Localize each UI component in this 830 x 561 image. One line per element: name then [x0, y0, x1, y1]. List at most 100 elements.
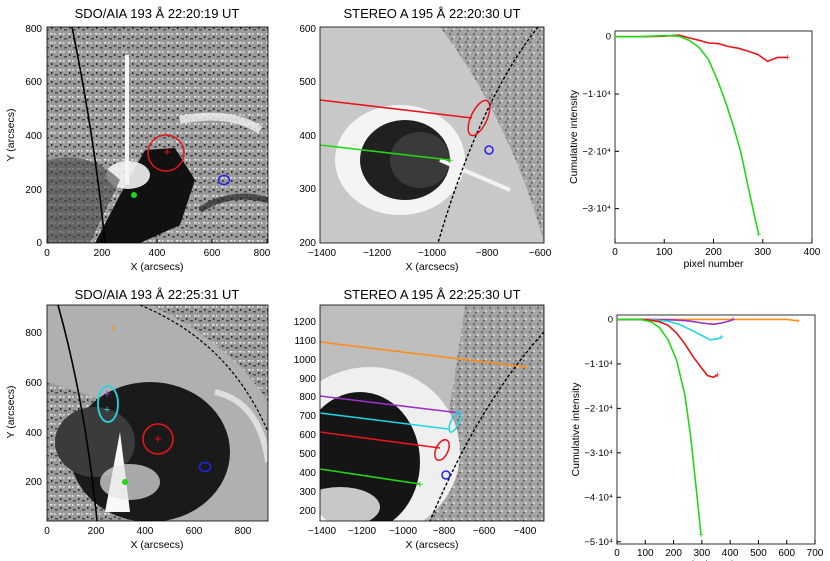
- y-axis-label: Y (arcsecs): [5, 109, 17, 162]
- y-tick: 300: [299, 184, 316, 195]
- blue-contour: [484, 145, 494, 155]
- y-tick: 800: [25, 328, 42, 339]
- plot-frame: [614, 30, 813, 244]
- x-tick: 0: [44, 526, 50, 537]
- series-end-marker-green: +: [698, 530, 703, 540]
- x-tick: 600: [186, 526, 203, 537]
- stereo-image: [320, 27, 544, 243]
- y-tick-label: −1·10⁴: [584, 359, 613, 370]
- x-axis-label: pixel number: [683, 258, 744, 270]
- aia-panel-bottom: SDO/AIA 193 Å 22:25:31 UT + + + + 0 200 …: [5, 287, 269, 551]
- y-tick: 400: [299, 468, 316, 479]
- x-tick-label: 300: [754, 247, 771, 258]
- x-tick: −1200: [363, 248, 392, 259]
- x-tick: 0: [44, 248, 50, 259]
- y-tick: 600: [25, 77, 42, 88]
- cyan-plus-marker: +: [104, 404, 110, 416]
- panel-title: STEREO A 195 Å 22:20:30 UT: [343, 6, 520, 21]
- cumulative-intensity-chart-top: 0 100 200 300 400 0 −1·10⁴ −2·10⁴ −3·10⁴ pixel nu…: [570, 30, 821, 270]
- cumulative-intensity-chart-bottom: 0 100 200 300 400 500 600 700 0 −1·10⁴ −2·10⁴ −3·10…: [570, 314, 824, 561]
- y-axis: 200 300 400 500 600 700 800 900 1000 110…: [294, 317, 317, 517]
- red-contour: [147, 134, 185, 172]
- y-tick: 600: [25, 378, 42, 389]
- x-tick: −800: [476, 248, 499, 259]
- orange-projection-line: [319, 341, 527, 368]
- x-tick: 400: [137, 526, 154, 537]
- x-tick-label: 0: [614, 548, 620, 559]
- y-tick: 800: [25, 24, 42, 35]
- x-axis-label: pixel number: [686, 559, 747, 561]
- purple-projection-line: [319, 395, 461, 414]
- x-tick: −1400: [308, 248, 337, 259]
- x-axis-label: X (arcsecs): [130, 261, 183, 273]
- cyan-contour: [97, 385, 119, 423]
- x-tick-label: 500: [750, 548, 767, 559]
- y-tick-label: −1·10⁴: [582, 89, 611, 100]
- y-tick-label: −3·10⁴: [582, 204, 611, 215]
- blue-contour: [198, 461, 212, 473]
- x-tick: 200: [88, 526, 105, 537]
- y-axis: 200 300 400 500 600: [299, 24, 316, 249]
- blue-contour: [217, 174, 231, 186]
- x-tick: −1200: [348, 526, 377, 537]
- series-line-green: [617, 318, 702, 536]
- solar-limb: [71, 26, 106, 244]
- cyan-contour: [448, 411, 462, 433]
- x-tick-label: 700: [807, 548, 824, 559]
- y-tick: 800: [299, 392, 316, 403]
- x-axis-label: X (arcsecs): [405, 261, 458, 273]
- y-tick: 1000: [294, 355, 317, 366]
- orange-plus-marker: +: [523, 362, 529, 374]
- solar-limb: [437, 26, 539, 244]
- y-tick-label: −4·10⁴: [584, 492, 613, 503]
- y-axis: 0 200 400 600 800 Y (arcsecs): [5, 24, 42, 249]
- y-axis-label: Cumulative intensity: [570, 89, 580, 184]
- red-projection-line: [319, 99, 473, 119]
- y-tick: 200: [299, 506, 316, 517]
- y-tick-label: −3·10⁴: [584, 448, 613, 459]
- green-plus-marker: +: [447, 155, 453, 167]
- panel-title: SDO/AIA 193 Å 22:25:31 UT: [75, 287, 240, 302]
- green-projection-line: [319, 144, 451, 161]
- green-flare-marker: [131, 192, 137, 198]
- x-tick: −800: [433, 526, 456, 537]
- x-axis-label: X (arcsecs): [130, 539, 183, 551]
- x-axis-label: X (arcsecs): [405, 539, 458, 551]
- blue-contour: [441, 470, 451, 480]
- green-flare-marker: [122, 479, 128, 485]
- y-tick: 1100: [294, 336, 316, 347]
- y-axis-label: Y (arcsecs): [5, 386, 17, 439]
- x-tick: −600: [529, 248, 552, 259]
- solar-limb-dashed: [139, 304, 269, 433]
- x-tick: −400: [514, 526, 537, 537]
- y-axis-label: Cumulative intensity: [570, 382, 582, 477]
- x-tick-label: 0: [612, 247, 618, 258]
- red-plus-marker: +: [154, 431, 162, 446]
- y-tick-label: −2·10⁴: [584, 403, 613, 414]
- y-tick-label: 0: [608, 314, 613, 325]
- aia-panel-top: SDO/AIA 193 Å 22:20:19 UT + 0 200 400 60…: [5, 6, 271, 273]
- y-tick: 500: [299, 77, 316, 88]
- y-tick: 400: [299, 131, 316, 142]
- series-end-marker-green: +: [756, 229, 761, 239]
- x-tick-label: 200: [665, 548, 682, 559]
- panel-title: SDO/AIA 193 Å 22:20:19 UT: [75, 6, 240, 21]
- x-axis: 0 200 400 600 800 X (arcsecs): [44, 239, 271, 273]
- series-line-green: [615, 34, 760, 235]
- green-projection-line: [319, 468, 421, 485]
- aia-image: [47, 305, 268, 521]
- x-tick: 600: [204, 248, 221, 259]
- cyan-projection-line: [319, 412, 449, 430]
- red-projection-line: [319, 431, 441, 449]
- y-tick: 400: [25, 131, 42, 142]
- x-tick: 800: [235, 526, 252, 537]
- x-tick-label: 400: [722, 548, 739, 559]
- x-tick-label: 100: [637, 548, 654, 559]
- x-tick-label: 200: [705, 247, 722, 258]
- y-tick: 600: [299, 24, 316, 35]
- y-tick-label: −5·10⁴: [584, 537, 613, 548]
- y-tick: 0: [36, 238, 42, 249]
- x-axis: −1400 −1200 −1000 −800 −600 −400 X (arcs…: [308, 526, 537, 551]
- x-tick-label: 300: [694, 548, 711, 559]
- red-contour: [142, 423, 174, 455]
